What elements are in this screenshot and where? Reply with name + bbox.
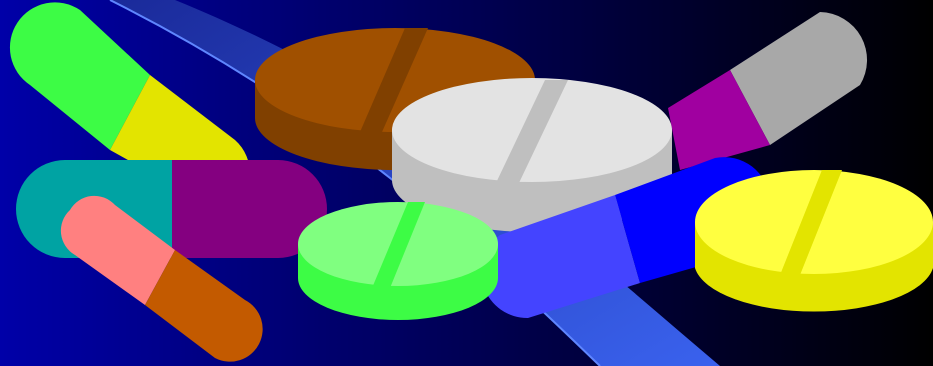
capsule-teal-purple <box>16 160 327 258</box>
tablet-white <box>392 78 672 232</box>
tablet-yellow <box>695 170 933 312</box>
tablet-light-green <box>298 202 498 320</box>
capsule-grey-magenta <box>668 12 868 170</box>
swoosh-edge <box>109 0 601 366</box>
capsule-pink-orange <box>60 195 263 362</box>
